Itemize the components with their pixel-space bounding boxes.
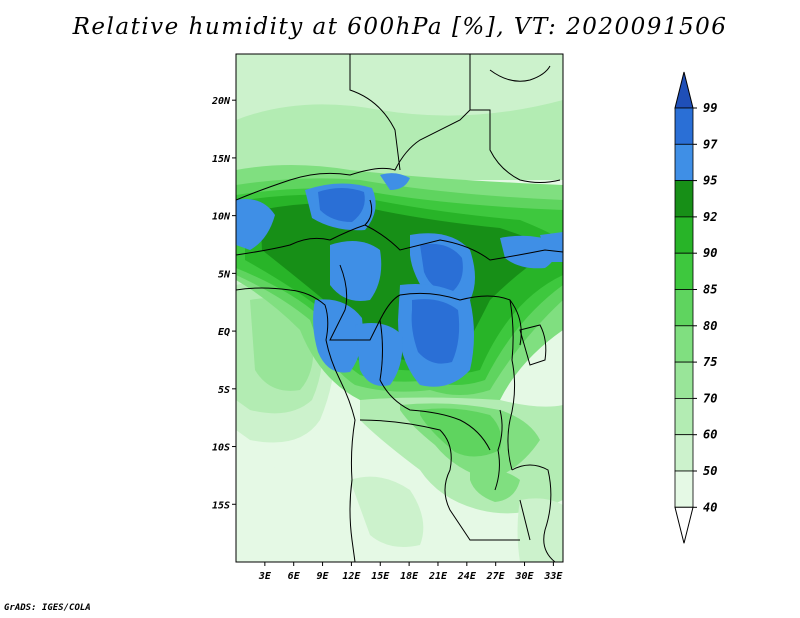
colorbar-segment	[674, 180, 694, 218]
colorbar-label: 95	[703, 174, 717, 188]
colorbar-label: 80	[703, 319, 717, 333]
colorbar-label: 97	[703, 137, 718, 151]
humid-chad-core	[318, 188, 365, 222]
colorbar-segment	[674, 252, 694, 290]
colorbar-segment	[674, 143, 694, 182]
lat-tick-label: EQ	[218, 327, 230, 338]
angola-border	[359, 419, 520, 541]
mozambique-patch	[517, 498, 563, 562]
map-frame	[235, 53, 564, 563]
colorbar-label: 75	[703, 355, 717, 369]
colorbar-segment	[674, 289, 694, 327]
lake-tanganyika	[494, 409, 503, 491]
niger-border	[349, 54, 401, 171]
colorbar-segment	[674, 397, 694, 436]
country-borders	[236, 54, 563, 562]
lat-tick-label: 15S	[212, 500, 230, 511]
colorbar-segment	[674, 325, 694, 363]
humid-chad-north	[380, 173, 410, 190]
lon-tick-label: 3E	[258, 571, 272, 582]
humid-west	[236, 199, 275, 250]
cameroon-gabon-border	[329, 264, 401, 341]
south-green-inner	[420, 408, 502, 457]
lon-tick-label: 27E	[486, 571, 506, 582]
lon-tick-label: 6E	[288, 571, 301, 582]
colorbar-segment	[674, 361, 694, 399]
map-panel	[236, 54, 563, 562]
lon-tick-label: 21E	[428, 571, 448, 582]
northeast-coast	[489, 65, 551, 82]
lon-tick-label: 18E	[400, 571, 419, 582]
congo-border	[399, 292, 522, 346]
colorbar-arrow-top	[674, 71, 694, 109]
colorbar-arrow-bottom	[674, 506, 694, 544]
colorbar-label: 92	[703, 210, 717, 224]
lat-tick-label: 15N	[212, 154, 231, 165]
colorbar-label: 70	[703, 391, 717, 405]
humid-sudan	[500, 235, 557, 269]
colorbar-segment	[674, 216, 694, 254]
humid-car-core	[420, 243, 463, 292]
lon-tick-label: 33E	[543, 571, 563, 582]
lon-tick-label: 24E	[457, 571, 477, 582]
colorbar-label: 99	[703, 101, 717, 115]
lake-victoria	[519, 324, 547, 366]
moist-band-95	[260, 203, 555, 365]
humid-congo-west	[355, 322, 403, 386]
humid-ethiopia-edge	[540, 232, 563, 262]
colorbar-label: 90	[703, 246, 717, 260]
lat-tick-label: 20N	[211, 96, 231, 107]
humid-gabon	[313, 299, 363, 373]
humid-cameroon	[330, 241, 382, 301]
angola-patch	[350, 476, 424, 548]
colorbar: 99 97 95 92 90 85 80 75 70 60 50 40	[674, 71, 718, 544]
grads-credit: GrADS: IGES/COLA	[4, 603, 91, 613]
lat-tick-label: 5N	[218, 269, 231, 280]
lake-malawi	[519, 499, 531, 541]
lon-tick-label: 30E	[514, 571, 534, 582]
colorbar-segment	[674, 434, 694, 472]
malawi-border	[511, 464, 556, 562]
car-borders	[364, 224, 563, 261]
lat-tick-label: 5S	[218, 385, 230, 396]
colorbar-segment	[674, 107, 694, 145]
rift-border	[507, 299, 516, 471]
nigeria-border	[236, 199, 373, 256]
latitude-axis: 20N 15N 10N 5N EQ 5S 10S 15S	[211, 96, 236, 511]
colorbar-segment	[674, 470, 694, 508]
longitude-axis: 3E 6E 9E 12E 15E 18E 21E 24E 27E 30E 33E	[258, 562, 563, 582]
colorbar-label: 60	[703, 428, 717, 442]
lon-tick-label: 12E	[342, 571, 361, 582]
lat-tick-label: 10S	[212, 443, 230, 454]
south-green-zambia	[470, 468, 520, 502]
lat-tick-label: 10N	[212, 212, 231, 223]
map-title: Relative humidity at 600hPa [%], VT: 202…	[72, 14, 728, 40]
colorbar-label: 85	[703, 283, 717, 297]
sahara-borders	[236, 54, 471, 201]
colorbar-label: 50	[703, 464, 717, 478]
field-sahara-south	[236, 100, 563, 180]
drc-border	[379, 319, 491, 451]
west-coastline	[236, 287, 356, 562]
colorbar-label: 40	[703, 500, 717, 514]
sudan-border	[470, 109, 561, 183]
humid-congo-east-core	[411, 299, 460, 364]
lon-tick-label: 15E	[371, 571, 390, 582]
lon-tick-label: 9E	[317, 571, 330, 582]
